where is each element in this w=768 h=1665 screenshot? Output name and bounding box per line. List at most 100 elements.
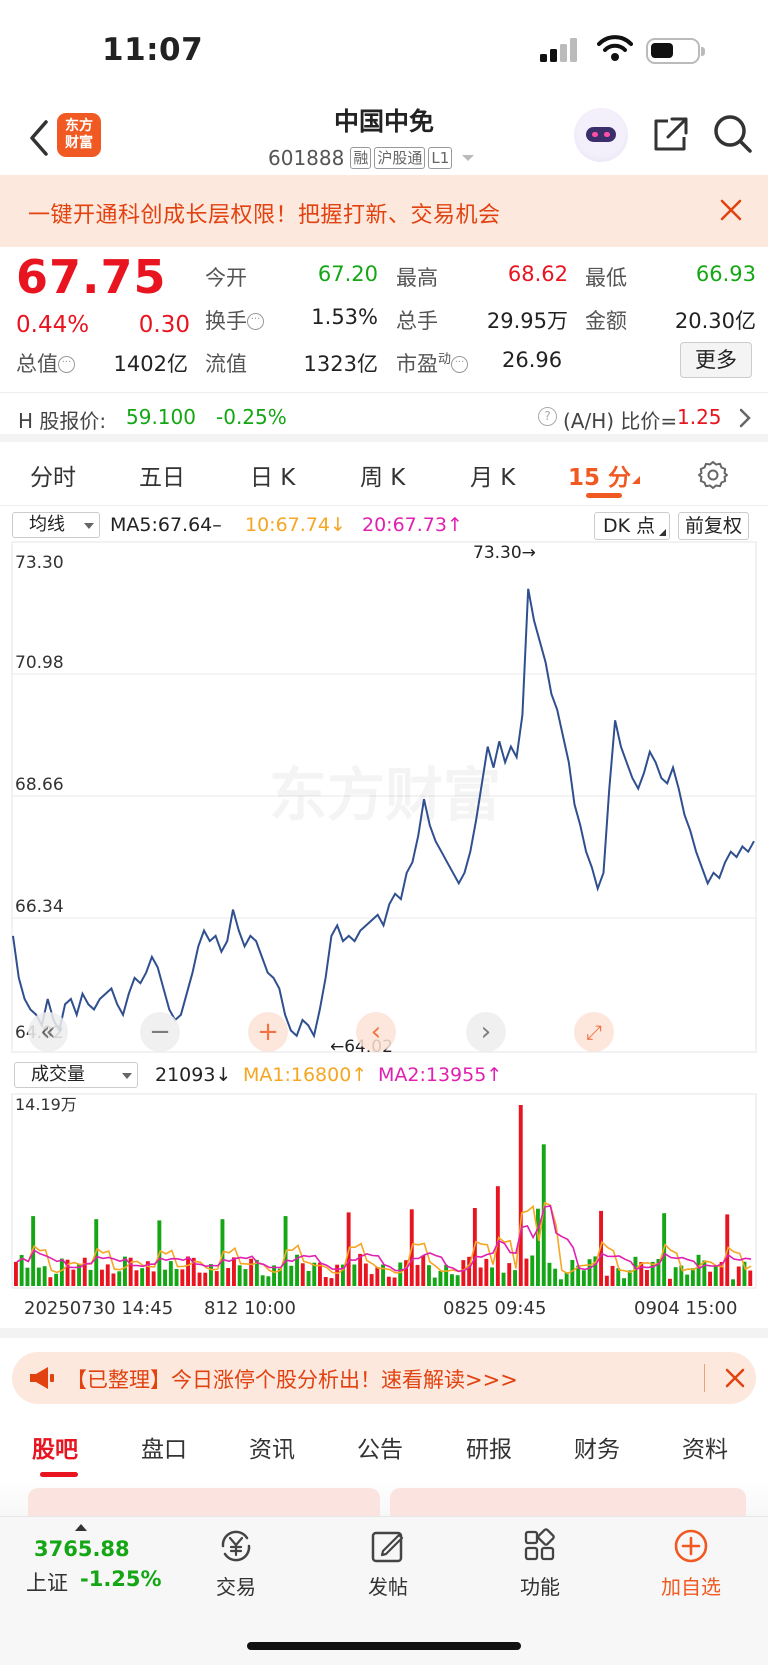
tab-orderbook[interactable]: 盘口: [141, 1437, 187, 1463]
volume-bar: [536, 1208, 540, 1286]
dropdown-caret-icon[interactable]: [461, 153, 475, 163]
volume-bar: [272, 1265, 276, 1286]
scroll-right-icon[interactable]: ›: [466, 1012, 506, 1052]
active-tab-indicator: [40, 1472, 78, 1477]
volume-chart[interactable]: 14.19万: [0, 1092, 768, 1292]
tab-financials[interactable]: 财务: [574, 1437, 620, 1463]
tab-intraday[interactable]: 分时: [30, 465, 76, 491]
more-button[interactable]: 更多: [680, 342, 752, 378]
market-cap-label[interactable]: 总值 ···: [16, 348, 75, 378]
volume-bar: [243, 1269, 248, 1286]
volume-bar: [363, 1263, 368, 1286]
help-icon[interactable]: ?: [538, 407, 557, 426]
volume-bar: [19, 1255, 24, 1286]
expand-caret-icon[interactable]: [75, 1524, 87, 1531]
fullscreen-icon[interactable]: ⤢: [574, 1012, 614, 1052]
nav-post[interactable]: 发帖: [338, 1527, 438, 1600]
search-icon[interactable]: [712, 113, 754, 155]
volume-bar: [461, 1260, 466, 1286]
tab-announcements[interactable]: 公告: [357, 1437, 403, 1463]
volume-bar: [455, 1275, 460, 1286]
edit-icon: [371, 1531, 404, 1563]
volume-bar: [627, 1270, 632, 1286]
tab-five-day[interactable]: 五日: [139, 465, 185, 491]
info-icon[interactable]: ···: [451, 356, 469, 373]
volume-bar: [708, 1271, 712, 1286]
pe-label[interactable]: 市盈动 ···: [396, 348, 469, 378]
assistant-robot-icon[interactable]: [574, 108, 628, 162]
volume-bar: [300, 1263, 305, 1286]
stock-code-row[interactable]: 601888 融 沪股通 L1: [268, 146, 475, 170]
dk-point-button[interactable]: DK 点: [594, 512, 671, 540]
turnover-label[interactable]: 换手 ···: [205, 305, 264, 335]
nav-functions[interactable]: 功能: [490, 1527, 590, 1600]
volume-bar: [105, 1264, 110, 1286]
volume-bar: [668, 1278, 672, 1286]
index-name[interactable]: 上证: [26, 1571, 68, 1595]
volume-bar: [507, 1263, 512, 1286]
low-label: 最低: [585, 266, 627, 290]
ma5-value: MA5:67.64–: [110, 514, 222, 536]
promo-banner[interactable]: 一键开通科创成长层权限！把握打新、交易机会: [0, 175, 768, 247]
ma10-value: 10:67.74↓: [245, 514, 346, 536]
indicator-select[interactable]: 均线: [12, 512, 100, 538]
volume-bar: [295, 1254, 299, 1286]
volume-bar: [530, 1255, 535, 1286]
tab-research[interactable]: 研报: [466, 1437, 512, 1463]
volume-bar: [427, 1265, 431, 1286]
stock-name[interactable]: 中国中免: [333, 107, 434, 136]
volume-bar: [553, 1268, 558, 1286]
tab-monthly-k[interactable]: 月 K: [470, 465, 516, 491]
volume-bar: [209, 1264, 213, 1286]
volume-bar: [415, 1264, 420, 1286]
zoom-in-icon[interactable]: +: [248, 1012, 288, 1052]
info-icon[interactable]: ···: [58, 356, 75, 373]
adjust-button[interactable]: 前复权: [678, 512, 750, 540]
close-icon[interactable]: [718, 197, 744, 223]
index-percent[interactable]: -1.25%: [80, 1567, 162, 1591]
volume-bar: [650, 1261, 655, 1286]
gear-icon[interactable]: [698, 460, 728, 490]
chevron-right-icon[interactable]: [738, 407, 752, 429]
tab-news[interactable]: 资讯: [249, 1437, 295, 1463]
nav-trade[interactable]: 交易: [186, 1527, 286, 1600]
volume-bar: [335, 1264, 340, 1286]
app-logo: 东方 财富: [57, 113, 101, 157]
volume-bar: [386, 1276, 391, 1286]
volume-bar: [312, 1262, 317, 1286]
volume-indicator-select[interactable]: 成交量: [14, 1062, 138, 1088]
content-preview: [0, 1480, 768, 1516]
nav-add-watchlist[interactable]: 加自选: [641, 1527, 741, 1600]
volume-bar: [82, 1257, 87, 1286]
volume-ma1-line: [16, 1201, 752, 1275]
y-tick-label: 68.66: [15, 775, 64, 795]
tab-15min[interactable]: 15 分: [568, 465, 632, 491]
share-icon[interactable]: [650, 115, 690, 155]
scroll-left-icon[interactable]: ‹: [356, 1012, 396, 1052]
x-date-label: 812 10:00: [204, 1298, 296, 1319]
volume-bar: [306, 1270, 311, 1286]
tab-daily-k[interactable]: 日 K: [250, 465, 296, 491]
volume-bar: [197, 1272, 202, 1286]
volume-bar: [111, 1273, 116, 1286]
h-share-row[interactable]: H 股报价: 59.100 -0.25% ? (A/H) 比价= 1.25: [0, 392, 768, 442]
fast-back-icon[interactable]: «: [28, 1012, 68, 1052]
tab-profile[interactable]: 资料: [682, 1437, 728, 1463]
close-icon[interactable]: [724, 1367, 746, 1389]
section-divider: [0, 1328, 768, 1338]
news-banner[interactable]: 【已整理】今日涨停个股分析出！速看解读>>>: [12, 1352, 756, 1404]
back-chevron-icon[interactable]: [24, 118, 54, 158]
tab-weekly-k[interactable]: 周 K: [360, 465, 406, 491]
volume-bar: [54, 1273, 59, 1286]
tab-forum[interactable]: 股吧: [32, 1437, 78, 1463]
high-label: 最高: [396, 266, 438, 290]
zoom-out-icon[interactable]: −: [140, 1012, 180, 1052]
megaphone-icon: [30, 1367, 54, 1389]
index-value[interactable]: 3765.88: [34, 1537, 130, 1561]
grid-apps-icon: [524, 1528, 555, 1561]
y-tick-label: 70.98: [15, 653, 64, 673]
divider: [704, 1364, 705, 1392]
info-icon[interactable]: ···: [247, 313, 264, 330]
absolute-change: 0.30: [138, 312, 190, 338]
